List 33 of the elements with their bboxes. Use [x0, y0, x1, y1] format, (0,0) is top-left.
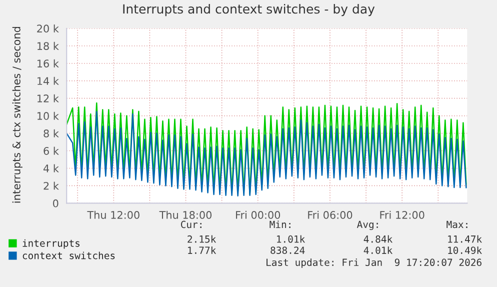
x-tick-label: Thu 12:00: [87, 210, 140, 219]
chart-title: Interrupts and context switches - by day: [123, 4, 375, 16]
text: 2.15k: [188, 235, 216, 243]
text: 1.77k: [188, 246, 216, 254]
text: Cur:: [181, 220, 202, 228]
x-tick-label: Thu 18:00: [159, 210, 212, 219]
text: 4.01k: [364, 246, 392, 254]
text: Max:: [446, 220, 468, 228]
x-tick-label: Fri 06:00: [308, 210, 352, 219]
text: Last update: Fri Jan 9 17:20:07 2026: [266, 258, 482, 268]
y-tick-label: 4 k: [44, 164, 59, 172]
y-tick-label: 12 k: [38, 94, 59, 102]
y-tick-label: 10 k: [38, 112, 59, 120]
text: 11.47k: [448, 235, 482, 243]
text: Min:: [270, 220, 290, 228]
text: 1.01k: [277, 235, 306, 243]
text: Avg:: [356, 220, 378, 230]
text: 4.84k: [364, 235, 392, 243]
y-tick-label: 14 k: [38, 76, 59, 85]
y-tick-label: 8 k: [44, 129, 59, 138]
text: 838.24: [270, 246, 305, 254]
y-tick-label: 16 k: [38, 59, 59, 68]
y-tick-label: 18 k: [38, 42, 59, 50]
y-tick-label: 0: [53, 199, 58, 208]
legend-label: interrupts: [22, 239, 80, 249]
x-tick-label: Fri 12:00: [380, 210, 424, 219]
text: 10.49k: [448, 246, 482, 254]
y-tick-label: 20 k: [37, 24, 59, 33]
y-axis-title: interrupts & ctx switches / second: [12, 26, 22, 203]
y-tick-label: 2 k: [44, 182, 59, 190]
x-tick-label: Fri 00:00: [236, 210, 280, 219]
legend-label: context switches: [22, 252, 115, 260]
y-tick-label: 6 k: [44, 146, 59, 155]
